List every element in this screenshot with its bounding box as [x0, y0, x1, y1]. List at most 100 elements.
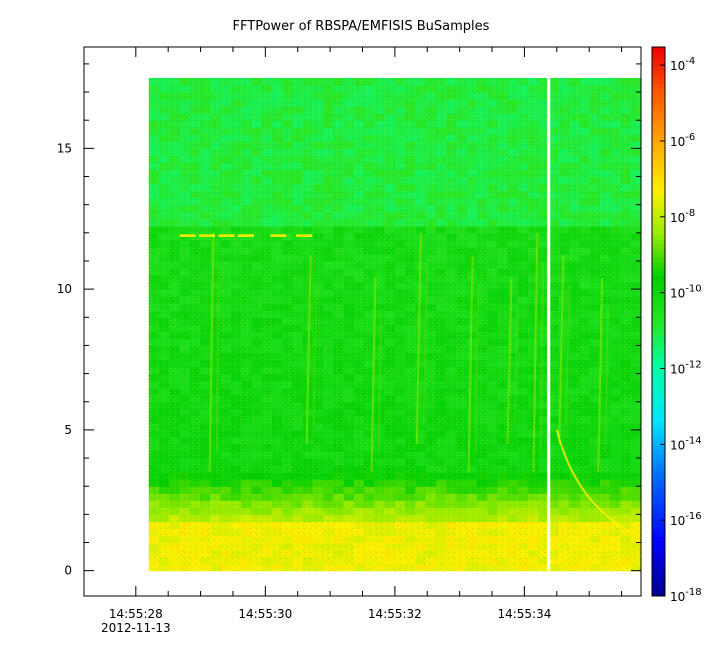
colorbar-segment	[652, 234, 665, 240]
colorbar-segment	[652, 184, 665, 190]
colorbar-segment	[652, 289, 665, 295]
emission-streak	[423, 262, 428, 424]
colorbar-segment	[652, 248, 665, 254]
colorbar-segment	[652, 97, 665, 103]
colorbar-segment	[652, 371, 665, 377]
colorbar-segment	[652, 408, 665, 414]
colorbar-segment	[652, 522, 665, 528]
plot-area	[84, 47, 641, 596]
emission-streak	[415, 232, 422, 444]
colorbar-segment	[652, 202, 665, 208]
y-tick-label: 10	[57, 282, 72, 296]
colorbar-segment	[652, 106, 665, 112]
colorbar-segment	[652, 266, 665, 272]
emission-streak	[215, 262, 221, 453]
emission-streak	[467, 255, 474, 473]
colorbar-segment	[652, 513, 665, 519]
colorbar-segment	[652, 129, 665, 135]
colorbar-segment	[652, 88, 665, 94]
colorbar-segment	[652, 179, 665, 185]
colorbar-segment	[652, 394, 665, 400]
colorbar-segment	[652, 79, 665, 85]
colorbar-segment	[652, 115, 665, 121]
colorbar-segment	[652, 92, 665, 98]
y-tick-label: 5	[64, 423, 72, 437]
colorbar-segment	[652, 495, 665, 501]
colorbar-tick-label: 10-14	[670, 435, 702, 452]
colorbar: 10-18 10-16 10-14 10-12 10-10 10-8 10-6 10-4	[651, 46, 702, 604]
colorbar-segment	[652, 536, 665, 542]
colorbar-segment	[652, 326, 665, 332]
emission-streak	[565, 285, 571, 424]
colorbar-segment	[652, 458, 665, 464]
colorbar-segment	[652, 563, 665, 570]
colorbar-segment	[652, 472, 665, 478]
data-gap	[547, 77, 551, 571]
colorbar-segment	[652, 339, 665, 345]
colorbar-segment	[652, 431, 665, 437]
colorbar-segment	[652, 51, 665, 57]
colorbar-segment	[652, 518, 665, 524]
colorbar-segment	[652, 83, 665, 89]
colorbar-segment	[652, 481, 665, 487]
colorbar-segment	[652, 101, 665, 107]
colorbar-segment	[652, 554, 665, 560]
colorbar-segment	[652, 211, 665, 217]
colorbar-segment	[652, 239, 665, 245]
y-tick-label: 0	[64, 564, 72, 578]
colorbar-segment	[652, 156, 665, 162]
colorbar-tick-label: 10-6	[670, 132, 695, 149]
colorbar-segment	[652, 376, 665, 382]
emission-streak	[208, 232, 215, 473]
emission-streak	[604, 307, 609, 453]
colorbar-segment	[652, 435, 665, 441]
colorbar-segment	[652, 294, 665, 300]
colorbar-segment	[652, 545, 665, 551]
colorbar-segment	[652, 175, 665, 181]
colorbar-tick-label: 10-10	[670, 284, 702, 301]
colorbar-segment	[652, 316, 665, 322]
colorbar-segment	[652, 230, 665, 236]
colorbar-segment	[652, 330, 665, 336]
colorbar-segment	[652, 463, 665, 469]
colorbar-segment	[652, 280, 665, 286]
emission-streak	[370, 277, 377, 473]
colorbar-segment	[652, 120, 665, 126]
emission-streak	[558, 255, 565, 444]
colorbar-segment	[652, 147, 665, 153]
spectrogram-data	[148, 77, 641, 572]
colorbar-segment	[652, 353, 665, 359]
colorbar-segment	[652, 303, 665, 309]
colorbar-segment	[652, 161, 665, 167]
colorbar-segment	[652, 193, 665, 199]
colorbar-segment	[652, 477, 665, 483]
colorbar-segment	[652, 541, 665, 547]
colorbar-segment	[652, 207, 665, 213]
colorbar-segment	[652, 220, 665, 226]
x-tick-label: 14:55:34	[497, 607, 551, 621]
colorbar-segment	[652, 197, 665, 204]
emission-streak	[532, 232, 539, 473]
colorbar-segment	[652, 165, 665, 172]
emission-streak	[597, 277, 604, 473]
colorbar-segment	[652, 454, 665, 460]
colorbar-segment	[652, 413, 665, 419]
y-tick-label: 15	[57, 141, 72, 155]
colorbar-segment	[652, 133, 665, 139]
colorbar-segment	[652, 440, 665, 446]
colorbar-segment	[652, 216, 665, 222]
emission-streak	[377, 307, 383, 453]
colorbar-segment	[652, 449, 665, 455]
emission-streak	[305, 255, 312, 444]
colorbar-segment	[652, 312, 665, 318]
colorbar-segment	[652, 577, 665, 583]
axes: 0 5 10 15 14:55:28 14:55:30 14:55:32 14:55:34 20…	[57, 46, 642, 635]
colorbar-segment	[652, 591, 665, 597]
colorbar-segment	[652, 559, 665, 565]
colorbar-segment	[652, 74, 665, 80]
colorbar-segment	[652, 344, 665, 350]
colorbar-segment	[652, 170, 665, 176]
emission-streak	[513, 307, 519, 424]
colorbar-segment	[652, 573, 665, 579]
colorbar-segment	[652, 380, 665, 387]
